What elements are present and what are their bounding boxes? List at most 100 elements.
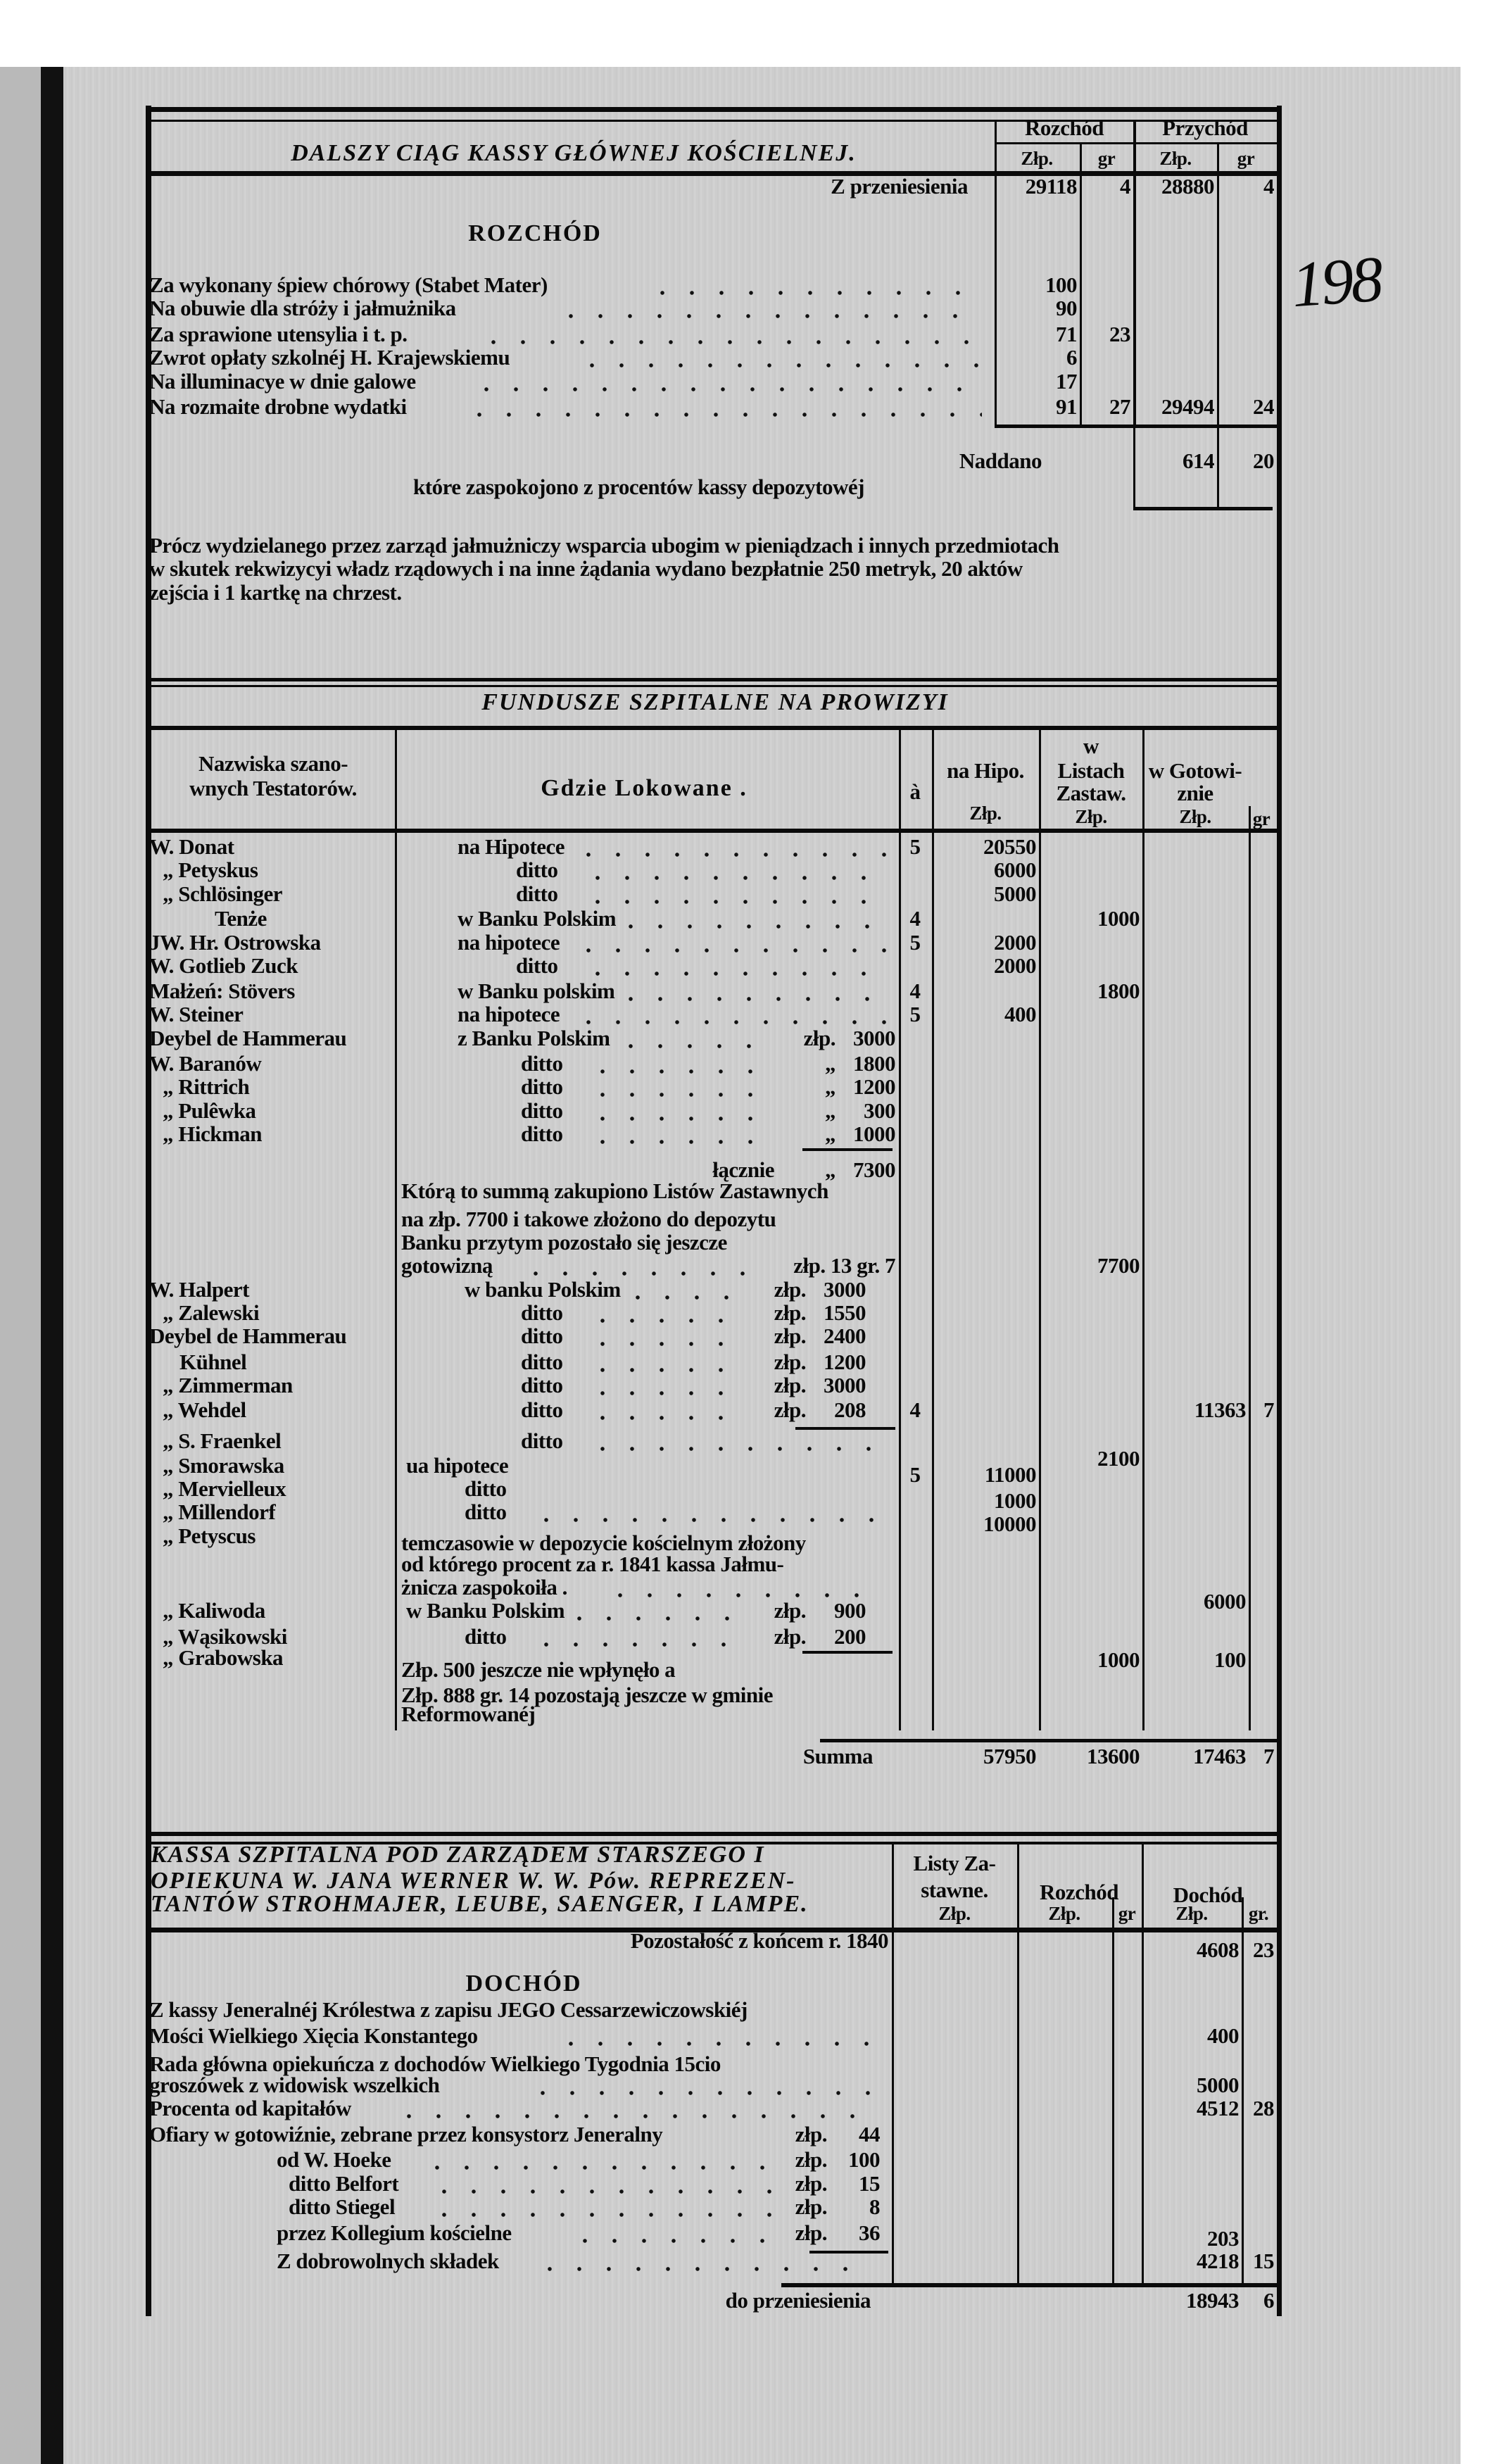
- column-header-hipo: na Hipo.: [947, 758, 1024, 783]
- column-header-zlp: Złp.: [1175, 1903, 1208, 1924]
- investment-location: w Banku polskim: [458, 979, 615, 1003]
- note-line: Którą to summą zakupiono Listów Zastawny…: [401, 1178, 828, 1203]
- carry-rozchod-zlp: 29118: [1025, 174, 1078, 199]
- investment-location: ditto: [521, 1098, 563, 1123]
- dot-leader: [521, 1271, 767, 1276]
- interest-rate: 5: [909, 1462, 921, 1487]
- dot-leader: [465, 413, 982, 417]
- amount-prefix: „: [825, 1074, 836, 1099]
- summa-hipoteka: 57950: [983, 1744, 1037, 1768]
- dot-leader: [577, 363, 982, 367]
- rule-horizontal: [146, 685, 1282, 687]
- dot-leader: [588, 1416, 746, 1420]
- dot-leader: [429, 2213, 778, 2217]
- rule-vertical: [1133, 427, 1135, 507]
- testator-name: Kühnel: [179, 1350, 247, 1374]
- total-przychod-zlp: 29494: [1161, 394, 1215, 419]
- investment-location: ditto: [521, 1397, 563, 1422]
- testator-name: „ Kaliwoda: [163, 1598, 265, 1623]
- dot-leader: [588, 1093, 776, 1097]
- offering-amount: 36: [859, 2220, 881, 2245]
- subtotal-amount: 7300: [853, 1157, 896, 1182]
- column-header-gr: gr: [1252, 808, 1270, 829]
- note-line: Banku przytym pozostało się jeszcze: [401, 1230, 727, 1255]
- rule-vertical: [1217, 427, 1219, 507]
- column-header-listy: Listach: [1057, 758, 1125, 783]
- column-header-gotowizna: znie: [1177, 781, 1213, 805]
- interest-rate: 5: [909, 1002, 921, 1026]
- balance-zlp: 4608: [1197, 1937, 1240, 1962]
- rule-horizontal: [820, 1739, 1278, 1742]
- dot-leader: [556, 314, 982, 318]
- amount-hipoteka: 11000: [984, 1462, 1037, 1487]
- rule-vertical: [1039, 727, 1041, 1730]
- investment-location: na hipotece: [458, 1002, 560, 1026]
- expense-item-zlp: 17: [1056, 369, 1078, 394]
- dot-leader: [583, 900, 888, 904]
- dot-leader: [583, 972, 888, 976]
- carry-przychod-gr: 4: [1263, 174, 1275, 199]
- column-header-listy: Złp.: [938, 1903, 971, 1924]
- testator-name: „ Zimmerman: [163, 1373, 293, 1397]
- offering-line: od W. Hoeke: [277, 2147, 391, 2172]
- section-title: TANTÓW STROHMAJER, LEUBE, SAENGER, I LAM…: [151, 1891, 809, 1917]
- dot-leader: [588, 1368, 746, 1372]
- testator-name: Deybel de Hammerau: [149, 1026, 347, 1050]
- column-header-rate: à: [909, 779, 921, 804]
- offering-amount: 100: [848, 2147, 881, 2172]
- income-line: Rada główna opiekuńcza z dochodów Wielki…: [149, 2051, 721, 2076]
- testator-name: „ Petyscus: [163, 1523, 256, 1548]
- testator-name: Deybel de Hammerau: [149, 1324, 347, 1348]
- offering-line: Ofiary w gotowiźnie, zebrane przez konsy…: [149, 2122, 663, 2146]
- testator-name: „ Grabowska: [163, 1645, 284, 1670]
- amount-hipoteka: 5000: [994, 881, 1037, 906]
- amount-prefix: złp.: [774, 1598, 807, 1623]
- rule-vertical: [395, 727, 397, 1730]
- amount-hipoteka: 10000: [983, 1511, 1037, 1536]
- deposit-amount: 1200: [853, 1074, 896, 1099]
- income-gr: 28: [1253, 2096, 1275, 2120]
- column-header-dochod: Dochód: [1173, 1882, 1243, 1907]
- note-line: żnicza zaspokoiła .: [401, 1575, 567, 1599]
- section-heading-rozchod: ROZCHÓD: [468, 220, 602, 246]
- deposit-amount: 200: [834, 1624, 866, 1649]
- section-title: DALSZY CIĄG KASSY GŁÓWNEJ KOŚCIELNEJ.: [291, 140, 857, 166]
- dot-leader: [588, 1447, 888, 1451]
- dot-leader: [570, 2239, 778, 2243]
- dot-leader: [574, 948, 888, 953]
- investment-location: ditto: [465, 1500, 507, 1524]
- interest-rate: 5: [909, 930, 921, 955]
- naddano-note: które zaspokojono z procentów kassy depo…: [413, 474, 864, 499]
- testator-name: „ Millendorf: [163, 1500, 276, 1524]
- rule-horizontal: [146, 1832, 1282, 1836]
- section-title: OPIEKUNA W. JANA WERNER W. W. Pów. REPRE…: [151, 1868, 796, 1894]
- deposit-amount: 1800: [853, 1051, 896, 1076]
- dot-leader: [588, 1342, 746, 1346]
- testator-name: W. Donat: [149, 834, 234, 859]
- testator-name: „ S. Fraenkel: [163, 1428, 282, 1453]
- investment-location: z Banku Polskim: [458, 1026, 610, 1050]
- rule-vertical: [932, 727, 934, 1730]
- expense-item-label: Na rozmaite drobne wydatki: [149, 394, 407, 419]
- summa-listy: 13600: [1087, 1744, 1140, 1768]
- amount-prefix: złp.: [774, 1624, 807, 1649]
- investment-location: w Banku Polskim: [458, 906, 617, 931]
- dot-leader: [623, 1295, 746, 1300]
- column-header-gotowizna: w Gotowi-: [1148, 758, 1242, 783]
- rule-horizontal: [146, 107, 1282, 112]
- dot-leader: [605, 1593, 873, 1597]
- rule-horizontal: [146, 1842, 1282, 1844]
- amount-listy-zastawne: 7700: [1097, 1253, 1140, 1278]
- note-line: temczasowie w depozycie kościelnym złożo…: [401, 1530, 806, 1555]
- investment-location: ditto: [516, 857, 558, 882]
- leftover-cash-amount: złp. 13 gr. 7: [793, 1253, 895, 1278]
- amount-prefix: złp.: [795, 2171, 828, 2196]
- column-header-listy: Złp.: [1075, 806, 1107, 827]
- amount-gotowizna: 11363: [1194, 1397, 1247, 1422]
- testator-name: „ Smorawska: [163, 1453, 284, 1478]
- column-header-gotowizna: Złp.: [1179, 806, 1211, 827]
- expense-item-label: Zwrot opłaty szkolnéj H. Krajewskiemu: [149, 345, 510, 370]
- expense-item-gr: 23: [1109, 322, 1131, 346]
- note-line: na złp. 7700 i takowe złożono do depozyt…: [401, 1207, 776, 1231]
- expense-item-zlp: 71: [1056, 322, 1078, 346]
